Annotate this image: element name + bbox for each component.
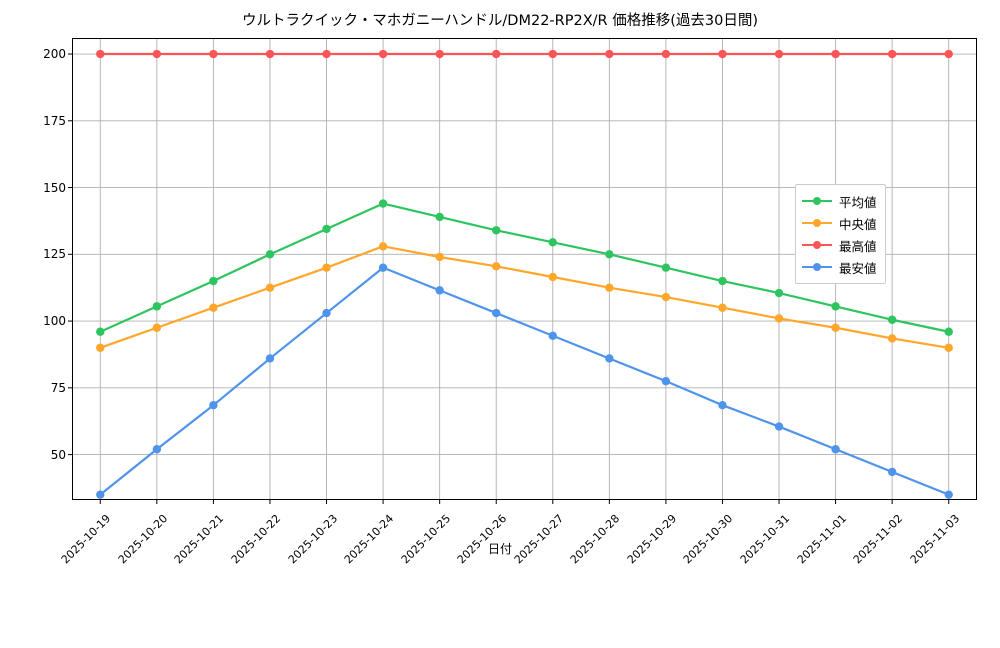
series-layer <box>96 49 953 499</box>
data-point-marker <box>944 327 953 336</box>
plot-area: 50 75 100 125 150 175 200 2025-10-19 2025-10-20… <box>43 38 977 566</box>
data-point-marker <box>774 288 784 298</box>
y-tick-label: 175 <box>43 113 66 128</box>
data-point-marker <box>265 283 275 292</box>
legend-swatch-icon <box>802 260 832 274</box>
legend-label: 最高値 <box>839 238 877 254</box>
legend-item[interactable]: 最高値 <box>802 234 877 256</box>
y-tick-label: 100 <box>43 314 66 329</box>
data-point-marker <box>548 272 557 282</box>
data-point-marker <box>548 49 557 59</box>
series-line <box>99 202 950 333</box>
data-point-marker <box>492 226 501 235</box>
chart-legend: 平均値中央値最高値最安値 <box>795 184 886 284</box>
data-point-marker <box>492 308 501 318</box>
data-point-marker <box>96 327 105 336</box>
data-point-marker <box>831 445 840 454</box>
x-axis-label: 日付 <box>487 542 512 556</box>
data-point-marker <box>265 354 275 363</box>
data-point-marker <box>831 302 840 311</box>
legend-item[interactable]: 最安値 <box>802 256 877 278</box>
data-point-marker <box>661 49 671 59</box>
data-point-marker <box>435 212 444 222</box>
chart-figure: ウルトラクイック・マホガニーハンドル/DM22-RP2X/R 価格推移(過去30… <box>43 13 977 566</box>
legend-label: 最安値 <box>839 260 877 276</box>
data-point-marker <box>96 343 105 352</box>
legend-item[interactable]: 中央値 <box>802 212 877 234</box>
data-point-marker <box>322 224 331 234</box>
data-point-marker <box>152 302 162 311</box>
data-point-marker <box>209 400 218 410</box>
data-point-marker <box>322 308 331 318</box>
data-point-marker <box>322 263 331 272</box>
data-point-marker <box>661 292 671 302</box>
legend-label: 中央値 <box>839 216 877 232</box>
data-point-marker <box>378 199 388 208</box>
data-point-marker <box>378 242 388 251</box>
data-point-marker <box>718 303 727 312</box>
series-line <box>99 266 950 496</box>
data-point-marker <box>605 283 614 292</box>
legend-swatch-icon <box>802 216 832 230</box>
legend-label: 平均値 <box>839 194 877 210</box>
data-point-marker <box>831 49 840 59</box>
data-point-marker <box>96 490 105 499</box>
data-point-marker <box>887 315 897 324</box>
data-point-marker <box>209 303 218 312</box>
data-point-marker <box>887 49 897 59</box>
plot-border <box>72 38 977 500</box>
chart-title: ウルトラクイック・マホガニーハンドル/DM22-RP2X/R 価格推移(過去30… <box>242 13 758 29</box>
y-tick-label: 50 <box>50 447 66 462</box>
data-point-marker <box>265 250 275 259</box>
data-point-marker <box>887 467 897 477</box>
data-point-marker <box>605 49 614 59</box>
data-point-marker <box>661 263 671 272</box>
data-point-marker <box>774 422 784 431</box>
data-point-marker <box>605 250 614 259</box>
legend-swatch-icon <box>802 238 832 252</box>
data-point-marker <box>265 49 275 59</box>
data-point-marker <box>492 49 501 59</box>
data-point-marker <box>718 49 727 59</box>
plot-svg <box>68 38 977 504</box>
data-point-marker <box>435 252 444 262</box>
legend-item[interactable]: 平均値 <box>802 190 877 212</box>
data-point-marker <box>718 400 727 410</box>
data-point-marker <box>774 314 784 323</box>
data-point-marker <box>492 262 501 271</box>
data-point-marker <box>209 276 218 286</box>
data-point-marker <box>548 331 557 340</box>
data-point-marker <box>548 238 557 247</box>
data-point-marker <box>435 286 444 295</box>
data-point-marker <box>152 445 162 454</box>
data-point-marker <box>944 343 953 352</box>
y-tick-label: 200 <box>43 47 66 62</box>
series-line <box>99 245 950 349</box>
data-point-marker <box>831 323 840 332</box>
data-point-marker <box>718 276 727 286</box>
y-tick-label: 75 <box>50 380 66 395</box>
data-point-marker <box>152 323 162 332</box>
data-point-marker <box>774 49 784 59</box>
data-point-marker <box>322 49 331 59</box>
legend-swatch-icon <box>802 194 832 208</box>
data-point-marker <box>209 49 218 59</box>
data-point-marker <box>378 49 388 59</box>
y-tick-label: 150 <box>43 180 66 195</box>
y-tick-label: 125 <box>43 247 66 262</box>
data-point-marker <box>152 49 162 59</box>
data-point-marker <box>944 490 953 499</box>
data-point-marker <box>96 49 105 59</box>
data-point-marker <box>661 376 671 386</box>
data-point-marker <box>887 334 897 343</box>
data-point-marker <box>435 49 444 59</box>
data-point-marker <box>378 263 388 272</box>
data-point-marker <box>605 354 614 363</box>
data-point-marker <box>944 49 953 59</box>
